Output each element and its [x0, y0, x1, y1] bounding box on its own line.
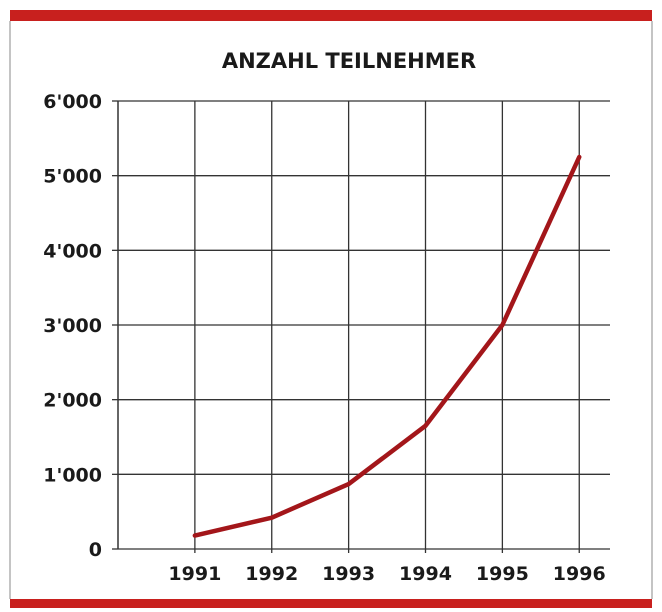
top-bar	[10, 10, 652, 21]
x-tick-label: 1993	[322, 563, 375, 585]
x-tick-label: 1992	[245, 563, 298, 585]
y-tick-label: 3'000	[43, 315, 102, 337]
chart-title: ANZAHL TEILNEHMER	[222, 49, 476, 73]
y-tick-label: 2'000	[43, 390, 102, 412]
y-tick-label: 5'000	[43, 166, 102, 188]
x-tick-label: 1995	[476, 563, 529, 585]
data-line	[192, 154, 582, 538]
y-tick-label: 1'000	[43, 464, 102, 486]
y-tick-label: 4'000	[43, 240, 102, 262]
x-tick-label: 1991	[168, 563, 221, 585]
bottom-bar	[10, 599, 652, 608]
y-tick-label: 6'000	[43, 91, 102, 113]
x-tick-label: 1996	[553, 563, 606, 585]
y-tick-label: 0	[89, 539, 102, 561]
x-tick-label: 1994	[399, 563, 452, 585]
